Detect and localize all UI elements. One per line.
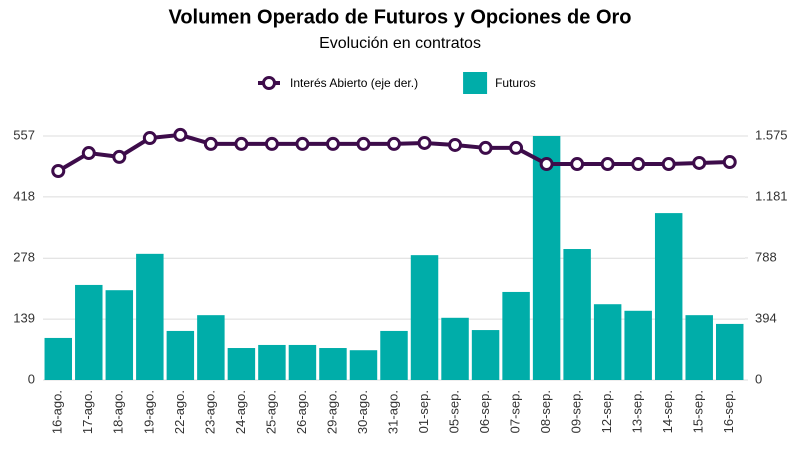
bar [685, 315, 713, 380]
bar [319, 348, 347, 380]
bar [105, 290, 134, 380]
bar [624, 310, 652, 380]
y-tick-label: 139 [13, 311, 35, 326]
line-marker [478, 140, 493, 155]
legend-label: Futuros [495, 76, 536, 90]
bar [288, 344, 317, 380]
x-tick-label: 29-ago. [324, 390, 339, 434]
bar [410, 255, 439, 380]
line-marker [112, 149, 127, 164]
y2-tick-label: 788 [755, 249, 777, 264]
line-marker [203, 136, 218, 151]
bar [136, 253, 164, 380]
x-tick-label: 22-ago. [172, 390, 187, 434]
line-marker [417, 135, 432, 150]
line-marker [356, 136, 371, 151]
bar [258, 344, 286, 380]
line-marker [387, 136, 401, 151]
bar [471, 330, 500, 380]
x-tick-label: 16-sep. [721, 390, 736, 433]
y2-tick-label: 1.575 [755, 127, 788, 142]
line-marker [173, 127, 188, 142]
line-marker [234, 136, 249, 151]
y-tick-label: 0 [28, 371, 35, 386]
x-tick-label: 13-sep. [630, 390, 645, 433]
line-marker [325, 136, 340, 151]
line-marker [448, 137, 463, 152]
chart-subtitle: Evolución en contratos [319, 35, 481, 52]
x-tick-label: 18-ago. [111, 390, 126, 434]
legend-swatch [463, 72, 488, 94]
bar [532, 136, 561, 380]
line-marker [51, 164, 66, 179]
x-tick-label: 30-ago. [355, 390, 370, 434]
y2-tick-label: 1.181 [755, 188, 788, 203]
x-tick-label: 17-ago. [80, 390, 95, 434]
line-marker [692, 155, 707, 170]
bar [593, 304, 622, 380]
legend-marker [262, 76, 276, 90]
line-marker [295, 136, 310, 151]
bar [166, 330, 195, 380]
bar [44, 337, 72, 380]
line-marker [509, 140, 524, 155]
line-marker [631, 157, 646, 172]
bar [227, 348, 256, 380]
line-marker [570, 157, 585, 172]
x-tick-label: 26-ago. [294, 390, 309, 434]
y2-tick-label: 0 [755, 371, 762, 386]
chart-title: Volumen Operado de Futuros y Opciones de… [168, 6, 631, 28]
bar [349, 350, 378, 380]
bar [75, 284, 103, 380]
x-tick-label: 09-sep. [569, 390, 584, 433]
x-tick-label: 12-sep. [599, 390, 614, 433]
line-marker [661, 157, 676, 172]
x-tick-label: 25-ago. [263, 390, 278, 434]
x-tick-label: 19-ago. [141, 390, 156, 434]
legend-label: Interés Abierto (eje der.) [290, 76, 418, 90]
bar [441, 317, 469, 380]
x-tick-label: 15-sep. [691, 390, 706, 433]
line-marker [539, 157, 554, 172]
bar [563, 249, 591, 380]
y-tick-label: 418 [13, 188, 35, 203]
x-tick-label: 24-ago. [233, 390, 248, 434]
x-tick-label: 06-sep. [477, 390, 492, 433]
y-tick-label: 278 [13, 250, 35, 265]
line-marker [81, 146, 96, 161]
line-marker [722, 155, 737, 170]
line-marker [142, 131, 157, 146]
x-tick-label: 16-ago. [50, 390, 65, 434]
line-marker [600, 157, 615, 172]
y-tick-label: 557 [13, 127, 35, 142]
bar [502, 291, 530, 380]
x-tick-label: 08-sep. [538, 390, 553, 433]
y2-tick-label: 394 [755, 310, 777, 325]
bar [380, 330, 408, 380]
line-marker [264, 136, 279, 151]
bar [716, 323, 744, 380]
x-tick-label: 07-sep. [508, 390, 523, 433]
bar [197, 315, 225, 380]
x-tick-label: 14-sep. [660, 390, 675, 433]
x-tick-label: 23-ago. [202, 390, 217, 434]
x-tick-label: 05-sep. [446, 390, 461, 433]
x-tick-label: 01-sep. [416, 390, 431, 433]
x-tick-label: 31-ago. [385, 390, 400, 434]
bar [654, 213, 683, 380]
